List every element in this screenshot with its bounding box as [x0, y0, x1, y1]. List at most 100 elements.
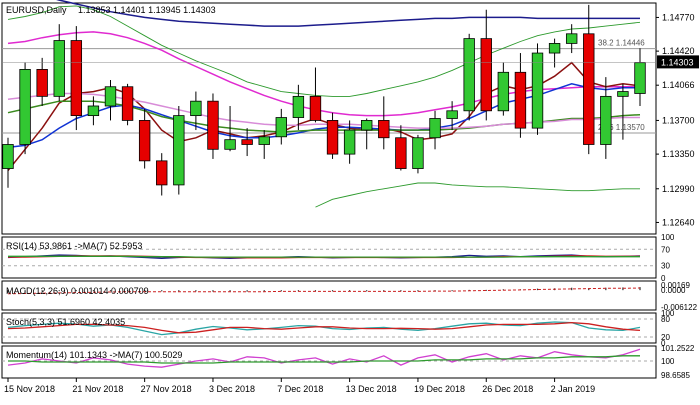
candle-bear [241, 139, 253, 145]
macd-hist-bar [349, 290, 351, 292]
momentum-panel-ytick-label: 101.2522 [661, 344, 695, 353]
overlay-ma-short-darkred [7, 61, 641, 171]
candle-bull [531, 52, 544, 129]
price-ytick-label: 1.12990 [662, 184, 695, 194]
candle-bear [70, 40, 83, 117]
candle-bull [53, 40, 65, 97]
candle-bull [258, 136, 270, 145]
stoch-panel-frame [1, 312, 657, 344]
candle-bear [378, 120, 390, 139]
macd-hist-bar [41, 290, 43, 292]
macd-panel-frame [1, 280, 657, 311]
candle-bull [429, 118, 441, 139]
chart-ohlc-readout: 1.13853 1.14401 1.13945 1.14303 [78, 5, 216, 15]
macd-hist-bar [229, 290, 231, 292]
candle-bear [395, 137, 407, 169]
candle-bear [480, 38, 492, 112]
macd-hist-bar [109, 290, 112, 292]
macd-hist-bar [58, 290, 60, 292]
candle-bull [600, 95, 612, 145]
macd-hist-bar [144, 290, 146, 292]
candle-bull [497, 71, 510, 112]
macd-hist-bar [366, 290, 368, 292]
price-ytick-label: 1.13350 [662, 149, 695, 159]
x-axis-date-label: 7 Dec 2018 [277, 384, 323, 394]
rsi-panel-ytick-label: 70 [661, 245, 670, 254]
candle-bull [463, 38, 475, 112]
candle-bear [36, 69, 48, 97]
macd-hist-bar [622, 287, 624, 291]
stoch-panel-ytick-label: 100 [661, 309, 675, 318]
rsi-panel-title: RSI(14) 53.9861 ->MA(7) 52.5953 [6, 241, 142, 251]
current-price-label: 1.14303 [661, 57, 694, 67]
x-axis-date-label: 21 Nov 2018 [72, 384, 123, 394]
stoch-panel-series-1 [7, 321, 641, 334]
macd-hist-bar [331, 290, 334, 292]
macd-hist-bar [451, 290, 453, 292]
momentum-panel-ytick-label: 100 [661, 357, 675, 366]
candle-bear [309, 95, 322, 121]
macd-signal-line [7, 287, 641, 295]
candle-bull [292, 95, 305, 118]
macd-hist-bar [400, 290, 402, 292]
fib-level-label: 23.6 1.13570 [598, 123, 645, 132]
candle-bear [121, 86, 134, 121]
stoch-panel-ytick-label: 0 [661, 339, 666, 348]
rsi-panel-ytick-label: 30 [661, 262, 670, 271]
stoch-panel-ytick-label: 80 [661, 315, 670, 324]
x-axis-date-label: 3 Dec 2018 [209, 384, 255, 394]
rsi-panel-ytick-label: 100 [661, 233, 675, 242]
macd-hist-bar [263, 290, 265, 292]
overlay-ma-mid-magenta [7, 31, 640, 117]
candle-bull [634, 62, 646, 94]
rsi-panel-ytick-label: 0 [661, 274, 666, 283]
overlay-bb-lower-green [315, 182, 640, 208]
x-axis-date-label: 27 Nov 2018 [141, 384, 192, 394]
macd-ytick-label: 0.00169 [661, 281, 690, 290]
price-ytick-label: 1.12640 [662, 217, 695, 227]
candle-bull [412, 137, 424, 169]
fib-level-label: 38.2 1.14446 [598, 39, 645, 48]
macd-hist-bar [212, 290, 214, 292]
candle-bull [2, 144, 14, 169]
macd-hist-bar [485, 289, 487, 291]
candle-bear [514, 71, 527, 129]
macd-hist-bar [161, 290, 163, 292]
chart-symbol-timeframe: EURUSD,Daily [6, 5, 67, 15]
candle-bear [207, 100, 219, 150]
macd-ytick-label: -0.006122 [661, 303, 698, 312]
candle-bear [583, 33, 595, 145]
overlay-bb-upper-green [7, 5, 641, 97]
stoch-panel-title: Stoch(5,3,3) 51.6960 42.4035 [6, 317, 125, 327]
candle-bull [173, 115, 185, 186]
macd-panel-title: MACD(12,26,9) 0.001014 0.000709 [6, 286, 149, 296]
macd-hist-bar [280, 290, 282, 292]
macd-hist-bar [126, 290, 129, 292]
macd-hist-bar [383, 290, 385, 292]
macd-hist-bar [314, 290, 317, 292]
candle-bear [326, 120, 339, 155]
macd-hist-bar [297, 290, 299, 292]
macd-hist-bar [605, 287, 607, 291]
macd-hist-bar [7, 290, 9, 293]
macd-hist-bar [92, 290, 95, 292]
macd-hist-bar [178, 290, 180, 292]
price-ytick-label: 1.14066 [662, 80, 695, 90]
overlay-ma-long-navy [56, 0, 640, 27]
candle-bull [446, 110, 458, 119]
momentum-panel-frame [1, 345, 657, 379]
macd-hist-bar [536, 288, 539, 291]
x-axis-date-label: 15 Nov 2018 [4, 384, 55, 394]
x-axis-date-label: 13 Dec 2018 [346, 384, 397, 394]
rsi-panel-frame [1, 236, 657, 279]
x-axis-date-label: 2 Jan 2019 [551, 384, 596, 394]
price-ytick-label: 1.14420 [662, 46, 695, 56]
candle-bear [138, 120, 151, 162]
x-axis-date-label: 26 Dec 2018 [482, 384, 533, 394]
macd-ytick-label: 0.0000 [661, 286, 686, 295]
price-ytick-label: 1.14770 [662, 12, 695, 22]
x-axis-date-label: 19 Dec 2018 [414, 384, 465, 394]
macd-hist-bar [417, 290, 419, 292]
macd-hist-bar [246, 290, 248, 292]
